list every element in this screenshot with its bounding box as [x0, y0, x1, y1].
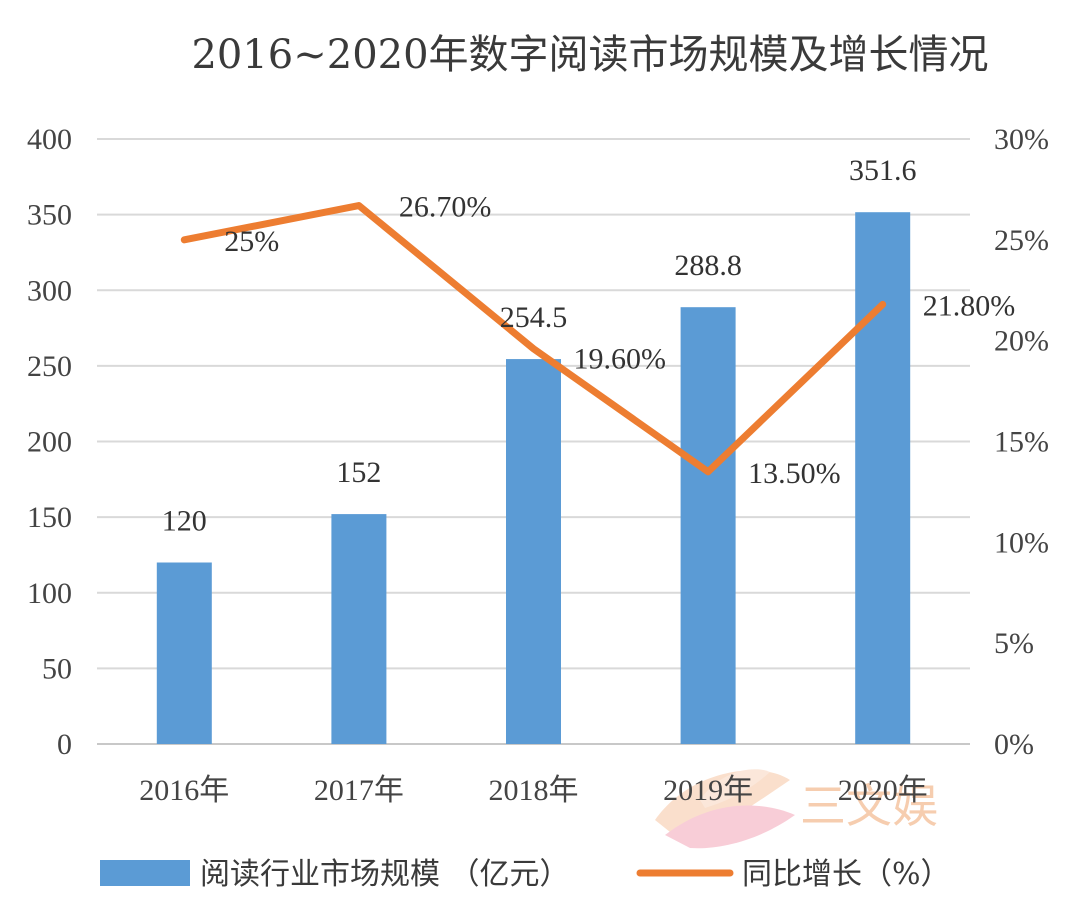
left-axis-tick-label: 100 [27, 577, 72, 610]
line-data-labels: 25% 26.70% 19.60% 13.50% 21.80% [224, 191, 1015, 490]
legend-label-line: 同比增长（%） [742, 857, 951, 892]
x-axis-tick-label: 2017年 [314, 774, 404, 807]
watermark-logo-petal-2 [665, 805, 795, 849]
bar-data-label: 288.8 [674, 249, 742, 282]
watermark: 三文娱 [655, 769, 938, 849]
bar [506, 359, 561, 744]
bar-data-label: 254.5 [500, 301, 568, 334]
watermark-logo-petal-3 [700, 769, 770, 808]
legend-swatch-bar [100, 860, 190, 886]
line-data-label: 25% [224, 225, 279, 258]
right-axis-tick-label: 0% [994, 728, 1034, 761]
line-data-label: 26.70% [399, 191, 492, 224]
x-axis-tick-label: 2020年 [838, 774, 928, 807]
bar-series [156, 212, 911, 744]
right-axis-ticks: 0% 5% 10% 15% 20% 25% 30% [994, 123, 1049, 761]
bar [680, 307, 736, 744]
x-axis-ticks: 2016年 2017年 2018年 2019年 2020年 [139, 774, 927, 807]
right-axis-tick-label: 25% [994, 224, 1049, 257]
line-data-label: 21.80% [923, 289, 1016, 322]
left-axis-tick-label: 300 [27, 274, 72, 307]
line-data-label: 19.60% [574, 343, 667, 376]
bar [331, 514, 387, 744]
line-data-label: 13.50% [748, 457, 841, 490]
bar-data-label: 351.6 [849, 154, 917, 187]
left-axis-tick-label: 200 [27, 426, 72, 459]
watermark-logo [655, 769, 795, 849]
x-axis-tick-label: 2019年 [663, 774, 753, 807]
right-axis-tick-label: 5% [994, 627, 1034, 660]
left-axis-tick-label: 50 [42, 652, 72, 685]
left-axis-tick-label: 0 [57, 728, 72, 761]
left-axis-tick-label: 250 [27, 350, 72, 383]
bar [156, 562, 212, 744]
bar [855, 212, 911, 744]
line-series [180, 202, 887, 476]
bar-data-labels: 120 152 254.5 288.8 351.6 [162, 154, 917, 537]
left-axis-tick-label: 350 [27, 199, 72, 232]
bar-data-label: 152 [336, 456, 381, 489]
bar-data-label: 120 [162, 505, 207, 538]
right-axis-tick-label: 30% [994, 123, 1049, 156]
left-axis-tick-label: 400 [27, 123, 72, 156]
legend-label-bar: 阅读行业市场规模 （亿元） [200, 857, 570, 892]
legend: 阅读行业市场规模 （亿元） 同比增长（%） [100, 857, 951, 892]
left-axis-tick-label: 150 [27, 501, 72, 534]
chart-title: 2016~2020年数字阅读市场规模及增长情况 [191, 32, 988, 78]
x-axis-tick-label: 2016年 [139, 774, 229, 807]
right-axis-tick-label: 10% [994, 526, 1049, 559]
watermark-text: 三文娱 [800, 779, 938, 833]
left-axis-ticks: 0 50 100 150 200 250 300 350 400 [27, 123, 72, 761]
right-axis-tick-label: 20% [994, 325, 1049, 358]
right-axis-tick-label: 15% [994, 426, 1049, 459]
x-axis-tick-label: 2018年 [489, 774, 579, 807]
